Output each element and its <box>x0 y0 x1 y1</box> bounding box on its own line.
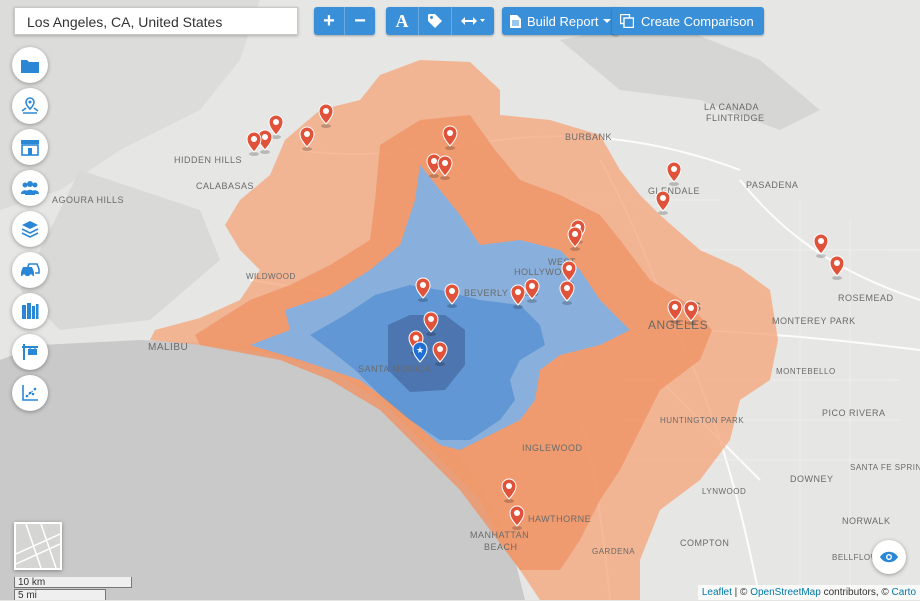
place-label: MONTEREY PARK <box>772 316 856 326</box>
layers-icon <box>21 221 39 238</box>
place-label: LA CANADA <box>704 102 759 112</box>
place-label: BEVERLY HILLS <box>464 288 539 298</box>
attribution-contrib-text: contributors, © <box>820 587 892 598</box>
place-label: HAWTHORNE <box>528 514 591 524</box>
traffic-cars-icon <box>21 263 40 278</box>
place-label: DOWNEY <box>790 474 834 484</box>
place-label: WEST <box>548 257 576 267</box>
place-label: ROSEMEAD <box>838 293 894 303</box>
place-label: BEACH <box>484 542 518 552</box>
create-comparison-label: Create Comparison <box>641 13 754 29</box>
copy-icon <box>620 14 634 28</box>
sidebar-demographics-button[interactable] <box>12 170 48 206</box>
core-drive-zone <box>388 315 465 392</box>
caret-down-icon <box>602 19 611 23</box>
place-label: HOLLYWOOD <box>514 267 576 277</box>
text-tool-button[interactable]: A <box>395 10 409 31</box>
scatter-chart-icon <box>22 385 38 401</box>
place-label: WILDWOOD <box>246 272 296 281</box>
attribution-separator: | © <box>731 587 751 598</box>
store-icon <box>21 140 39 156</box>
books-icon <box>22 303 39 319</box>
place-label: NORWALK <box>842 516 891 526</box>
place-label: PASADENA <box>746 180 798 190</box>
sidebar-locations-button[interactable] <box>12 88 48 124</box>
sidebar-store-button[interactable] <box>12 129 48 165</box>
eye-icon <box>880 551 898 563</box>
place-label: BURBANK <box>565 132 612 142</box>
place-label: INGLEWOOD <box>522 443 583 453</box>
sign-post-icon <box>22 344 38 360</box>
place-label: BELLFLOWER <box>832 553 891 562</box>
place-label: MONTEBELLO <box>776 367 836 376</box>
map-attribution: Leaflet | © OpenStreetMap contributors, … <box>697 585 920 600</box>
sidebar-real-estate-button[interactable] <box>12 334 48 370</box>
place-label: LYNWOOD <box>702 487 746 496</box>
document-icon <box>510 14 521 28</box>
people-icon <box>21 181 39 195</box>
map-tools-group: A <box>386 7 494 35</box>
basemap-thumbnail-icon <box>15 523 61 569</box>
arrows-horizontal-icon <box>461 17 485 25</box>
tag-tool-button[interactable] <box>418 7 451 35</box>
build-report-label: Build Report <box>527 13 599 29</box>
place-label: SANTA MONICA <box>358 364 431 374</box>
place-label: MALIBU <box>148 342 188 353</box>
zoom-out-button[interactable]: − <box>344 7 375 35</box>
svg-text:★: ★ <box>416 346 424 356</box>
place-label: COMPTON <box>680 538 729 548</box>
scale-bar-mi: 5 mi <box>14 589 106 601</box>
place-label: CALABASAS <box>196 181 254 191</box>
place-label: FLINTRIDGE <box>706 113 765 123</box>
basemap-toggle[interactable] <box>14 522 62 570</box>
place-label: GARDENA <box>592 547 635 556</box>
sidebar-traffic-button[interactable] <box>12 252 48 288</box>
scale-bar-km: 10 km <box>14 577 132 588</box>
place-label: ANGELES <box>648 318 708 332</box>
carto-link[interactable]: Carto <box>891 587 916 598</box>
place-label: GLENDALE <box>648 186 700 196</box>
location-search-input[interactable]: Los Angeles, CA, United States <box>14 7 298 35</box>
place-label: AGOURA HILLS <box>52 195 124 205</box>
zoom-in-button[interactable]: + <box>323 9 335 32</box>
create-comparison-button[interactable]: Create Comparison <box>612 7 764 35</box>
build-report-button[interactable]: Build Report <box>502 7 619 35</box>
tag-icon <box>428 14 442 28</box>
osm-link[interactable]: OpenStreetMap <box>750 587 821 598</box>
sidebar-analytics-button[interactable] <box>12 375 48 411</box>
place-label: SANTA FE SPRINGS <box>850 463 920 472</box>
folder-icon <box>21 59 39 73</box>
center-star-marker[interactable]: ★ <box>412 341 428 363</box>
zoom-control-group: + − <box>314 7 375 35</box>
visibility-toggle-button[interactable] <box>872 540 906 574</box>
sidebar-layers-button[interactable] <box>12 211 48 247</box>
place-label: PICO RIVERA <box>822 408 886 418</box>
location-pins-icon <box>21 97 39 114</box>
leaflet-link[interactable]: Leaflet <box>701 587 732 598</box>
place-label: HUNTINGTON PARK <box>660 416 744 425</box>
place-label: HIDDEN HILLS <box>174 155 242 165</box>
sidebar-library-button[interactable] <box>12 293 48 329</box>
sidebar-folder-button[interactable] <box>12 47 48 83</box>
place-label: MANHATTAN <box>470 530 529 540</box>
measure-tool-button[interactable] <box>451 7 494 35</box>
